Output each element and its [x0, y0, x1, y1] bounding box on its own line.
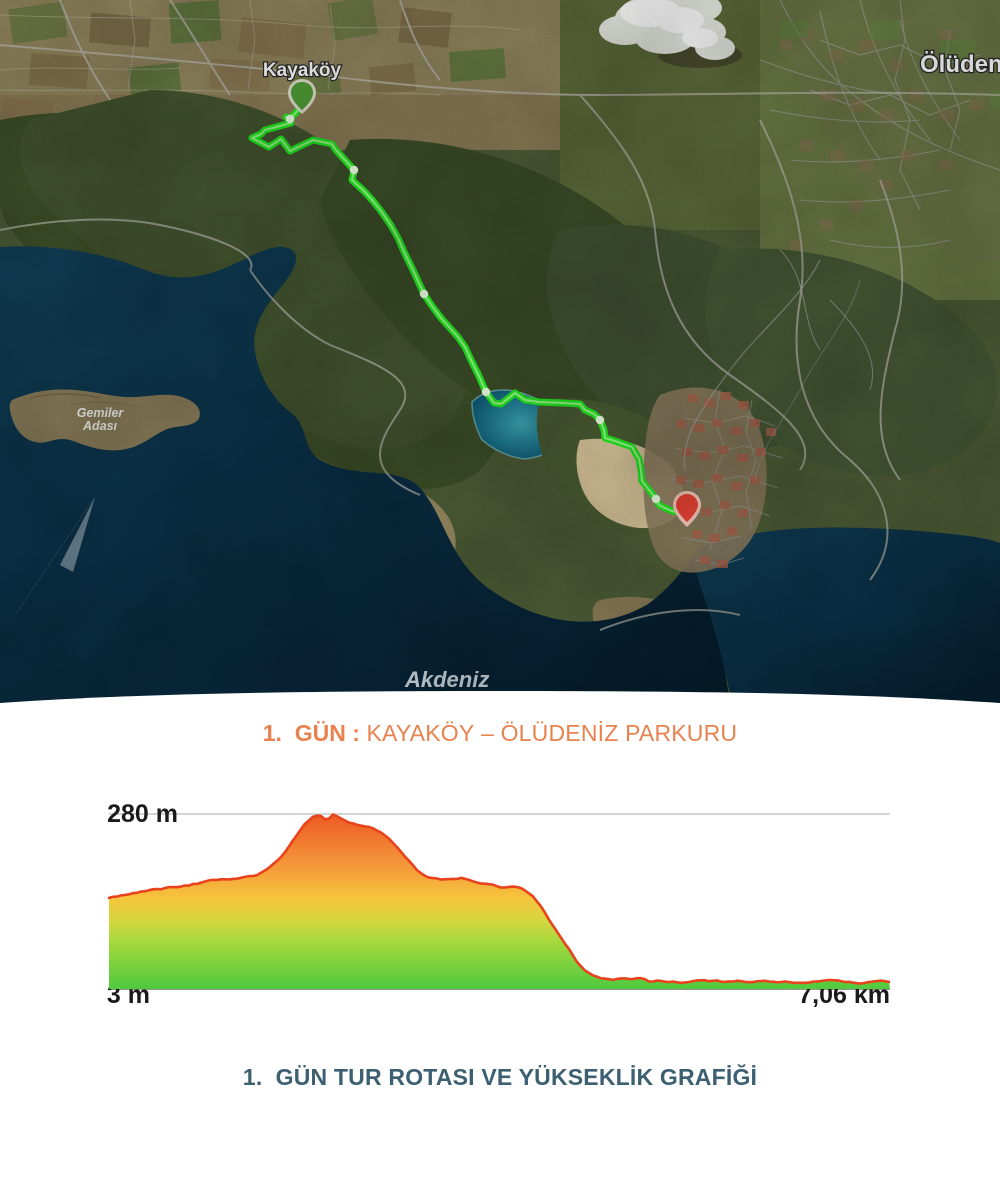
- svg-text:280 m: 280 m: [107, 800, 178, 828]
